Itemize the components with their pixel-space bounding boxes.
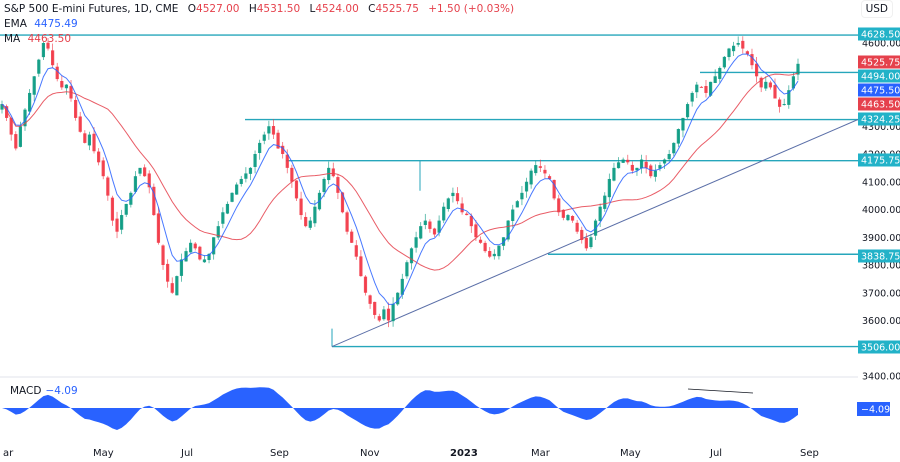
- svg-text:Sep: Sep: [270, 448, 289, 459]
- ma-legend[interactable]: MA 4463.50: [4, 32, 514, 47]
- horizontal-levels[interactable]: [0, 34, 858, 348]
- svg-text:3838.75: 3838.75: [861, 252, 900, 263]
- time-axis[interactable]: ar May Jul Sep Nov 2023 Mar May Jul Sep: [3, 448, 819, 459]
- low-label: L: [309, 3, 316, 15]
- ma-line: [1, 72, 799, 271]
- close-label: C: [368, 3, 376, 15]
- macd-value-tag: −4.09: [857, 402, 890, 416]
- svg-text:Nov: Nov: [360, 448, 380, 459]
- svg-text:4475.50: 4475.50: [861, 86, 900, 97]
- svg-text:3900.00: 3900.00: [862, 233, 900, 244]
- macd-divergence-line: [687, 388, 754, 394]
- svg-text:Mar: Mar: [531, 448, 551, 459]
- ema-value: 4475.49: [34, 18, 78, 30]
- svg-text:3800.00: 3800.00: [862, 261, 900, 272]
- open-value: 4527.00: [196, 3, 240, 15]
- svg-text:4628.50: 4628.50: [861, 30, 900, 41]
- svg-text:Jul: Jul: [180, 448, 193, 459]
- svg-text:4600.00: 4600.00: [862, 39, 900, 50]
- ma-label: MA: [4, 33, 21, 45]
- currency-button[interactable]: USD: [861, 1, 892, 17]
- ma-value: 4463.50: [27, 33, 72, 45]
- svg-text:Jul: Jul: [709, 448, 722, 459]
- close-value: 4525.75: [375, 3, 419, 15]
- chart-legend: S&P 500 E-mini Futures, 1D, CME O4527.00…: [4, 2, 514, 47]
- svg-text:3600.00: 3600.00: [862, 316, 900, 327]
- svg-text:4000.00: 4000.00: [862, 205, 900, 216]
- svg-text:4100.00: 4100.00: [862, 177, 900, 188]
- svg-text:4300.00: 4300.00: [862, 122, 900, 133]
- macd-label: MACD: [10, 385, 42, 397]
- svg-text:3400.00: 3400.00: [862, 372, 900, 383]
- macd-legend[interactable]: MACD −4.09: [10, 385, 78, 397]
- high-value: 4531.50: [256, 3, 301, 15]
- change-value: +1.50 (+0.03%): [428, 3, 515, 15]
- svg-text:4175.75: 4175.75: [861, 156, 900, 167]
- ohlc-row: S&P 500 E-mini Futures, 1D, CME O4527.00…: [4, 2, 514, 17]
- svg-text:4494.00: 4494.00: [861, 72, 900, 83]
- high-label: H: [248, 3, 257, 15]
- svg-text:ar: ar: [3, 448, 14, 459]
- symbol-title[interactable]: S&P 500 E-mini Futures, 1D, CME: [4, 3, 179, 15]
- macd-histogram-area: [2, 387, 798, 430]
- svg-text:3700.00: 3700.00: [862, 288, 900, 299]
- svg-text:2023: 2023: [450, 448, 478, 459]
- svg-text:−4.09: −4.09: [861, 405, 890, 416]
- svg-text:3506.00: 3506.00: [861, 343, 900, 354]
- candlesticks: [0, 36, 800, 328]
- svg-text:4324.25: 4324.25: [861, 115, 900, 126]
- svg-text:4525.75: 4525.75: [861, 58, 900, 69]
- svg-text:4463.50: 4463.50: [861, 100, 900, 111]
- svg-text:May: May: [93, 448, 114, 459]
- macd-value: −4.09: [45, 385, 78, 397]
- svg-text:May: May: [620, 448, 641, 459]
- price-axis-tags: 4628.50 4525.75 4494.00 4475.50 4463.50 4324.…: [858, 27, 900, 354]
- ema-line: [1, 53, 799, 305]
- ema-legend[interactable]: EMA 4475.49: [4, 17, 514, 32]
- ema-label: EMA: [4, 18, 27, 30]
- open-label: O: [187, 3, 197, 15]
- low-value: 4524.00: [315, 3, 359, 15]
- svg-text:Sep: Sep: [800, 448, 819, 459]
